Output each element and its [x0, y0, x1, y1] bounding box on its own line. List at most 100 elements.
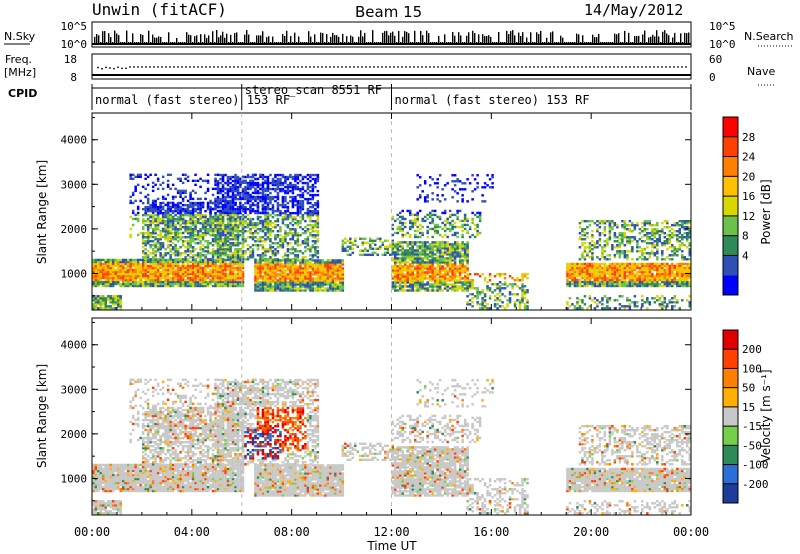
power-cell: [104, 268, 107, 272]
power-cell: [204, 270, 207, 274]
power-cell: [296, 256, 300, 259]
power-cell: [164, 280, 167, 284]
power-cell: [234, 209, 237, 213]
power-cell: [364, 241, 367, 244]
power-cell: [416, 213, 419, 217]
power-cell: [286, 217, 290, 221]
power-cell: [229, 199, 232, 203]
power-cell: [116, 278, 120, 282]
power-cell: [154, 274, 157, 278]
nsky-bar: [260, 35, 262, 44]
power-cell: [216, 234, 220, 237]
power-cell: [146, 193, 150, 197]
power-cell: [234, 278, 237, 282]
power-cell: [311, 195, 315, 199]
power-cell: [304, 279, 307, 282]
power-cell: [236, 211, 240, 215]
nsky-bar: [688, 32, 690, 44]
power-cell: [421, 263, 424, 266]
power-cell: [341, 285, 345, 288]
power-cell: [224, 213, 227, 217]
power-cell: [181, 215, 185, 219]
power-cell: [191, 262, 195, 266]
freq-dot: [589, 66, 591, 68]
power-cell: [279, 234, 282, 237]
power-cell: [416, 211, 419, 215]
power-cell: [214, 234, 217, 237]
power-cell: [216, 225, 220, 229]
power-cell: [256, 283, 260, 286]
nsky-tick-bottom: 10^0: [61, 38, 88, 51]
freq-dot: [297, 66, 299, 68]
power-cell: [256, 287, 260, 290]
power-cell: [436, 229, 439, 233]
power-cell: [166, 274, 170, 278]
power-cell: [209, 234, 212, 237]
power-cell: [398, 269, 402, 272]
power-cell: [403, 289, 407, 292]
power-cell: [94, 276, 97, 280]
freq-dot: [517, 66, 519, 68]
power-cell: [201, 272, 205, 276]
power-cell: [304, 265, 307, 268]
power-cell: [226, 248, 230, 251]
power-cell: [411, 243, 414, 246]
power-cell: [144, 219, 147, 223]
power-cell: [274, 269, 277, 272]
power-cell: [398, 245, 402, 248]
power-cell: [341, 277, 345, 280]
power-cell: [231, 236, 235, 239]
power-cell: [306, 263, 310, 266]
power-cell: [331, 281, 335, 284]
power-cell: [393, 271, 397, 274]
power-cell: [296, 173, 300, 177]
power-cell: [443, 261, 447, 264]
power-cell: [189, 242, 192, 245]
power-cell: [249, 175, 252, 179]
power-cell: [141, 252, 145, 255]
power-cell: [214, 187, 217, 191]
power-cell: [161, 280, 165, 284]
power-cell: [189, 231, 192, 235]
nsky-bar: [142, 34, 144, 44]
power-cell: [453, 259, 457, 262]
power-cell: [186, 227, 190, 231]
power-cell: [423, 245, 427, 248]
freq-tick-bottom: 8: [70, 71, 77, 84]
power-cell: [339, 279, 342, 282]
power-cell: [266, 248, 270, 251]
power-cell: [329, 283, 332, 286]
power-cell: [259, 275, 262, 278]
power-cell: [461, 261, 464, 264]
power-cell: [324, 261, 327, 264]
power-cell: [106, 266, 110, 270]
power-cell: [276, 289, 280, 292]
power-cell: [166, 282, 170, 286]
power-cell: [124, 266, 127, 270]
power-cell: [121, 268, 125, 272]
power-cell: [421, 231, 424, 235]
power-cell: [211, 231, 215, 235]
power-cell: [411, 225, 414, 229]
power-cell: [443, 229, 447, 233]
power-cell: [266, 213, 270, 217]
power-cell: [393, 251, 397, 254]
power-cell: [144, 242, 147, 245]
power-cell: [149, 244, 152, 247]
power-cell: [279, 289, 282, 292]
power-cell: [96, 278, 100, 282]
power-cell: [436, 245, 439, 248]
power-cell: [179, 252, 182, 255]
power-cell: [403, 277, 407, 280]
power-cell: [219, 284, 222, 288]
power-cell: [199, 252, 202, 255]
power-cell: [259, 211, 262, 215]
power-cell: [166, 284, 170, 288]
power-cell: [239, 183, 242, 187]
power-cell: [224, 282, 227, 286]
power-cell: [216, 217, 220, 221]
power-cell: [149, 236, 152, 239]
power-cell: [299, 219, 302, 223]
power-cell: [229, 229, 232, 233]
power-cell: [329, 285, 332, 288]
